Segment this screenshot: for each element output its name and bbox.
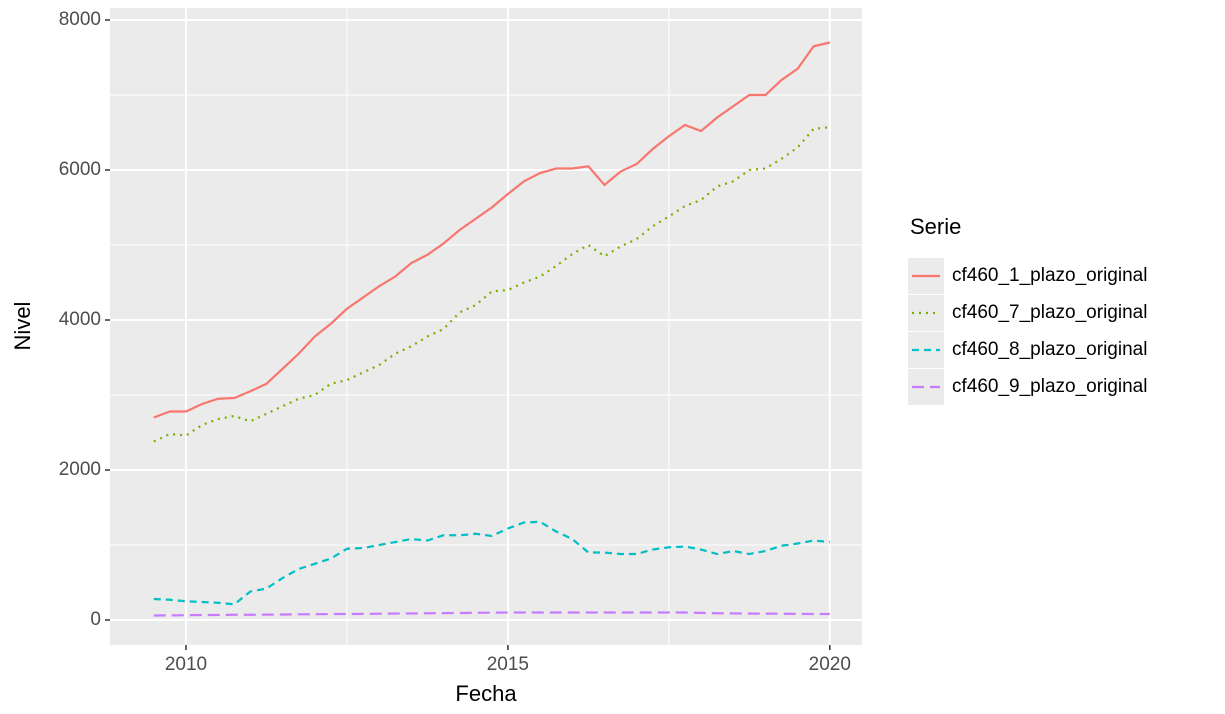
y-tick-label: 8000 (59, 9, 101, 30)
series-line (153, 611, 830, 617)
series-line (153, 41, 831, 419)
y-tick-label: 4000 (59, 309, 101, 330)
legend-label: cf460_1_plazo_original (952, 265, 1147, 286)
x-tick-label: 2015 (487, 654, 529, 675)
legend-label: cf460_8_plazo_original (952, 339, 1147, 360)
panel (110, 8, 862, 645)
y-axis-label: Nivel (10, 302, 35, 351)
x-tick-label: 2010 (165, 654, 207, 675)
y-tick-label: 6000 (59, 159, 101, 180)
series-line (153, 520, 830, 606)
legend-label: cf460_7_plazo_original (952, 302, 1147, 323)
y-tick-label: 2000 (59, 459, 101, 480)
legend-label: cf460_9_plazo_original (952, 376, 1147, 397)
y-tick-label: 0 (90, 609, 101, 630)
legend-title: Serie (910, 214, 961, 239)
x-tick-label: 2020 (809, 654, 851, 675)
x-axis-label: Fecha (455, 681, 517, 706)
